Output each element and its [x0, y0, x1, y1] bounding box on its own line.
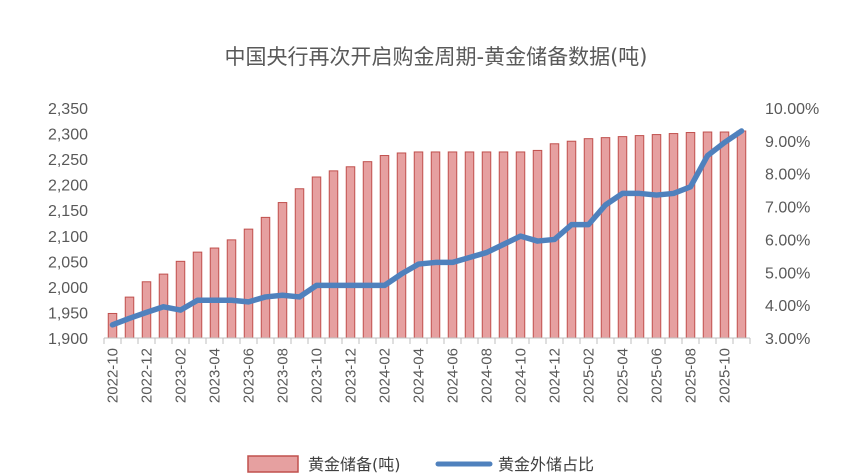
bar-2025-03	[600, 137, 611, 339]
y-right-tick-label: 8.00%	[765, 167, 810, 184]
bar-2024-03	[396, 152, 407, 339]
legend-line-label: 黄金外储占比	[498, 455, 594, 474]
bar-2023-08	[277, 202, 288, 339]
x-tick-label: 2025-08	[683, 348, 700, 403]
bar-2024-08	[481, 151, 492, 339]
y-right-tick-label: 9.00%	[765, 134, 810, 151]
y-left-tick-label: 2,000	[48, 280, 88, 297]
x-tick-label: 2023-10	[309, 348, 326, 403]
axes: 1,900 1,950 2,000 2,050 2,100 2,150 2,200 2,250…	[48, 101, 819, 403]
x-tick-label: 2025-02	[581, 348, 598, 403]
y-right-tick-label: 3.00%	[765, 331, 810, 348]
bar-2023-07	[260, 216, 271, 339]
bar-2025-02	[583, 138, 594, 339]
bar-2024-06	[447, 151, 458, 339]
bar-2023-11	[328, 170, 339, 339]
x-tick-label: 2024-12	[547, 348, 564, 403]
bar-2024-04	[413, 151, 424, 339]
bar-2023-02	[175, 260, 186, 339]
y-right-tick-label: 10.00%	[765, 101, 819, 118]
x-tick-label: 2023-02	[173, 348, 190, 403]
legend: 黄金储备(吨) 黄金外储占比	[247, 455, 594, 474]
bar-2025-10	[719, 131, 730, 339]
y-left-tick-label: 1,900	[48, 331, 88, 348]
bar-2023-09	[294, 188, 305, 339]
bar-2024-05	[430, 151, 441, 339]
bar-2025-08	[685, 132, 696, 339]
bar-2023-06	[243, 228, 254, 339]
x-tick-label: 2022-10	[105, 348, 122, 403]
x-tick-label: 2025-06	[649, 348, 666, 403]
y-left-tick-label: 2,300	[48, 127, 88, 144]
x-tick-label: 2023-06	[241, 348, 258, 403]
x-tick-label: 2023-12	[343, 348, 360, 403]
bar-2023-05	[226, 239, 237, 339]
x-tick-label: 2023-08	[275, 348, 292, 403]
y-left-tick-label: 2,050	[48, 254, 88, 271]
line-series	[109, 128, 745, 328]
y-left-tick-label: 2,100	[48, 229, 88, 246]
y-left-tick-label: 2,350	[48, 101, 88, 118]
x-tick-label: 2024-08	[479, 348, 496, 403]
bar-2024-11	[532, 149, 543, 339]
x-tick-label: 2024-06	[445, 348, 462, 403]
y-left-tick-label: 2,150	[48, 203, 88, 220]
y-right-tick-label: 7.00%	[765, 200, 810, 217]
bar-2024-02	[379, 155, 390, 339]
bar-2023-04	[209, 247, 220, 339]
y-right-tick-label: 5.00%	[765, 265, 810, 282]
bar-2024-10	[515, 151, 526, 339]
bar-2023-10	[311, 176, 322, 339]
chart-title: 中国央行再次开启购金周期-黄金储备数据(吨)	[225, 45, 648, 69]
x-tick-label: 2024-04	[411, 348, 428, 403]
y-right-tick-label: 4.00%	[765, 298, 810, 315]
bar-2025-04	[617, 136, 628, 339]
bar-series	[107, 130, 747, 339]
bar-2025-01	[566, 140, 577, 339]
x-tick-label: 2023-04	[207, 348, 224, 403]
bar-2025-06	[651, 134, 662, 339]
bar-2023-03	[192, 251, 203, 339]
legend-bar-label: 黄金储备(吨)	[308, 455, 401, 474]
legend-bar-swatch	[247, 455, 299, 473]
x-tick-label: 2025-10	[717, 348, 734, 403]
bar-2025-11	[736, 130, 747, 339]
x-tick-label: 2024-02	[377, 348, 394, 403]
bar-2024-01	[362, 161, 373, 339]
bar-2024-07	[464, 151, 475, 339]
y-left-tick-label: 2,200	[48, 178, 88, 195]
x-tick-label: 2024-10	[513, 348, 530, 403]
x-tick-label: 2022-12	[139, 348, 156, 403]
y-left-tick-label: 1,950	[48, 305, 88, 322]
y-right-tick-label: 6.00%	[765, 232, 810, 249]
x-tick-label: 2025-04	[615, 348, 632, 403]
bar-2025-05	[634, 135, 645, 339]
bar-2023-12	[345, 166, 356, 339]
bar-2025-07	[668, 133, 679, 339]
y-left-tick-label: 2,250	[48, 152, 88, 169]
gold-share-line	[109, 128, 745, 328]
